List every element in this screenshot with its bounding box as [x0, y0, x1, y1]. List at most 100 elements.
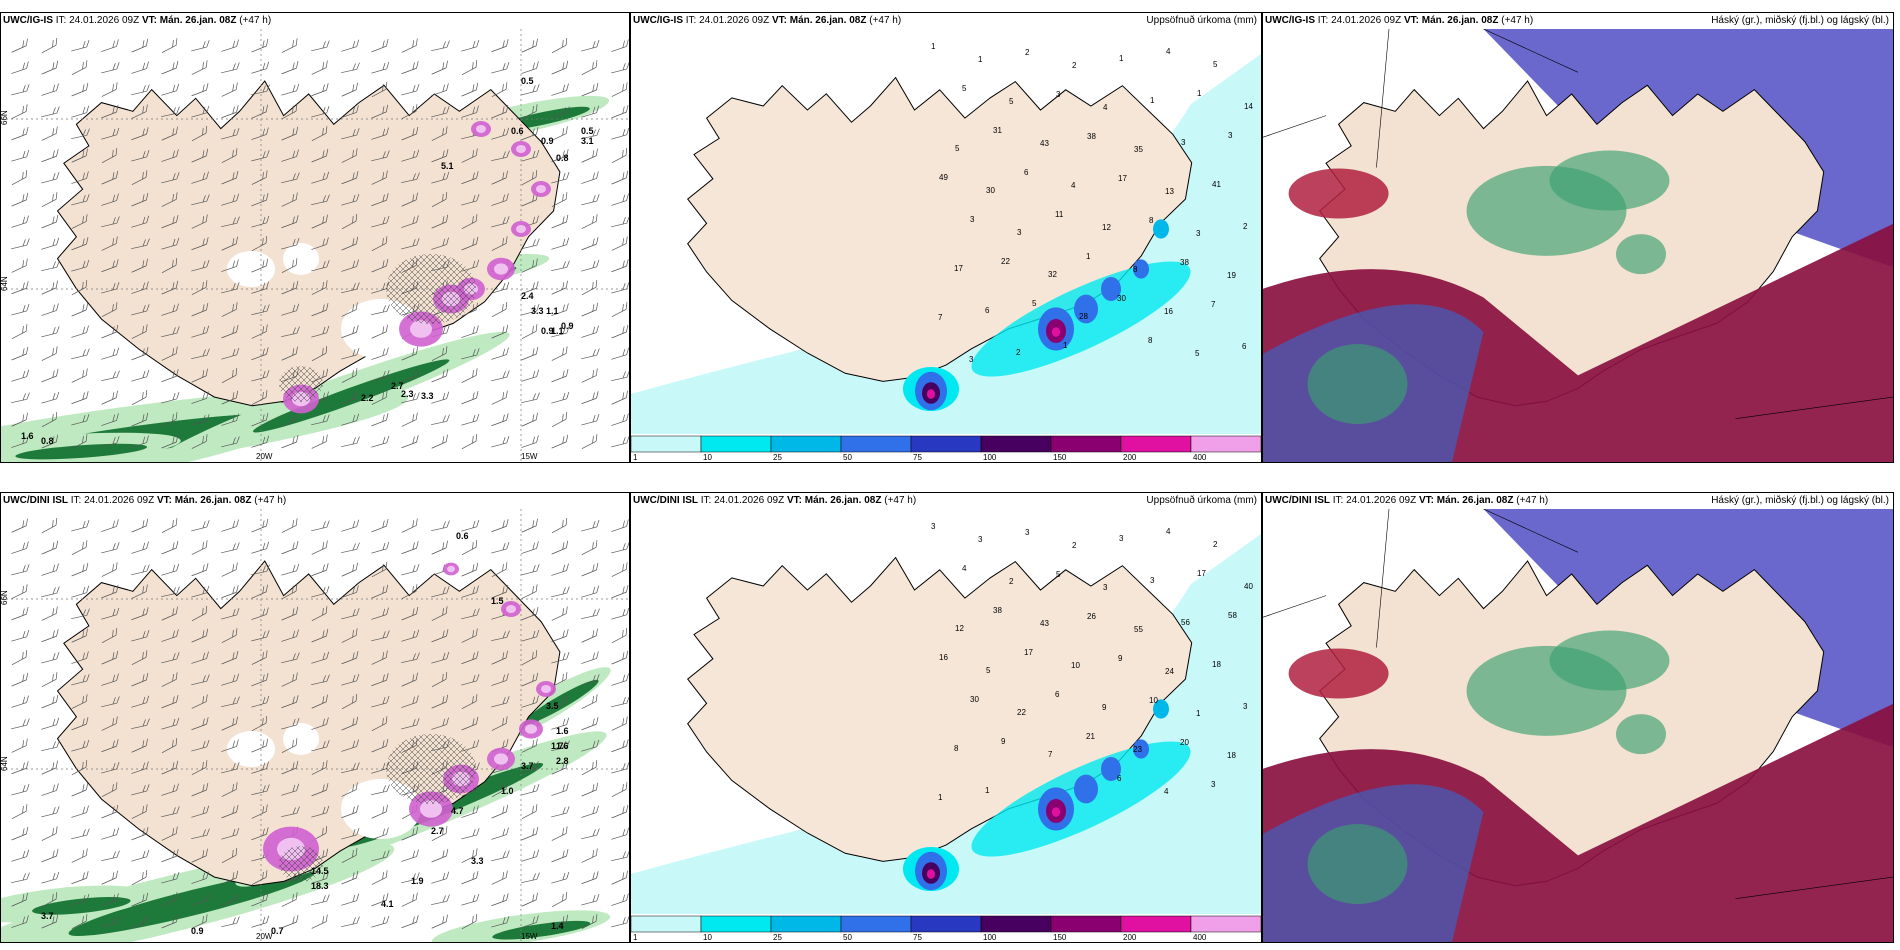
wind-barb — [341, 62, 360, 74]
wind-barb — [521, 695, 539, 708]
wind-barb — [251, 193, 269, 207]
precip-max-label: 3.7 — [521, 761, 534, 771]
precip-amount-label: 1 — [1196, 709, 1201, 718]
wind-barb — [71, 434, 88, 449]
wind-barb — [611, 650, 629, 665]
colorbar-tick-label: 150 — [1053, 933, 1067, 942]
precip-max-label: 0.8 — [41, 436, 54, 446]
wind-barb — [71, 848, 88, 863]
precip-amount-label: 3 — [1181, 138, 1186, 147]
wind-barb — [311, 237, 329, 250]
wind-barb — [341, 716, 359, 731]
wind-barb — [161, 783, 179, 796]
wind-barb — [311, 126, 328, 141]
wind-barb — [281, 892, 298, 907]
glacier-area — [227, 251, 275, 287]
wind-barb — [551, 391, 570, 404]
wind-barb — [551, 694, 569, 709]
wind-barb — [491, 541, 510, 554]
precip-max-area — [1153, 219, 1169, 239]
wind-barb — [431, 540, 448, 555]
wind-barb — [221, 302, 238, 317]
wind-barb — [551, 171, 570, 184]
precip-amount-label: 2 — [1243, 222, 1248, 231]
wind-barb — [371, 347, 389, 360]
wind-barb — [311, 760, 328, 775]
wind-barb — [521, 303, 540, 316]
wind-barb — [41, 326, 60, 338]
wind-barb — [221, 436, 240, 448]
precip-amount-label: 4 — [1071, 181, 1076, 190]
wind-barb — [101, 347, 120, 360]
wind-barb — [281, 806, 300, 818]
wind-barb — [191, 805, 210, 818]
wind-barb — [221, 368, 238, 384]
wind-barb — [221, 347, 240, 360]
wind-barb — [371, 304, 390, 316]
wind-barb — [581, 674, 600, 686]
wind-barb — [371, 584, 389, 599]
wind-barb — [191, 171, 209, 184]
wind-barb — [581, 540, 598, 555]
wind-barb — [371, 562, 388, 578]
wind-barb — [611, 739, 629, 753]
wind-barb — [71, 214, 88, 229]
wind-barb — [11, 541, 29, 554]
wind-barb — [521, 38, 538, 53]
wind-barb — [521, 238, 540, 250]
wind-barb — [71, 391, 89, 405]
wind-barb — [431, 586, 450, 598]
wind-barb — [341, 171, 359, 185]
wind-barb — [11, 826, 29, 841]
wind-barb — [491, 870, 508, 885]
wind-barb — [401, 629, 420, 642]
precip-amount-label: 30 — [970, 695, 979, 704]
wind-barb — [551, 434, 569, 449]
wind-barb — [341, 259, 359, 272]
wind-barb — [101, 739, 119, 753]
wind-barb — [131, 870, 148, 886]
wind-barb — [191, 237, 209, 251]
wind-barb — [581, 628, 598, 643]
boundary-line — [1376, 509, 1390, 648]
wind-barb — [251, 390, 268, 405]
wind-barb — [611, 324, 629, 339]
colorbar-segment — [1050, 435, 1122, 453]
wind-barb — [521, 783, 540, 796]
wind-barb — [131, 827, 149, 841]
wind-barb — [101, 324, 119, 339]
precip-amount-label: 7 — [938, 313, 943, 322]
wind-barb — [371, 150, 390, 162]
wind-barb — [371, 82, 388, 98]
precip-amount-label: 58 — [1228, 611, 1237, 620]
wind-barb — [551, 849, 569, 863]
wind-barb — [221, 673, 240, 686]
panel-header: UWC/IG-IS IT: 24.01.2026 09Z VT: Mán. 26… — [1263, 13, 1893, 29]
wind-barb — [221, 259, 239, 272]
wind-barb — [401, 61, 419, 75]
wind-barb — [281, 38, 298, 53]
panel-accum-precip-ig: UWC/IG-IS IT: 24.01.2026 09Z VT: Mán. 26… — [630, 12, 1262, 463]
precip-amount-label: 21 — [1086, 732, 1095, 741]
wind-barb — [41, 651, 60, 664]
wind-barb — [611, 519, 629, 532]
wind-barb — [251, 170, 268, 185]
wind-barb — [281, 783, 300, 796]
wind-barb — [491, 716, 508, 731]
wind-barb — [551, 717, 570, 730]
wind-barb — [191, 585, 210, 598]
wind-barb — [71, 782, 89, 797]
wind-barb — [131, 170, 148, 185]
colorbar-segment — [631, 915, 702, 933]
wind-barb — [131, 412, 149, 427]
wind-barb — [461, 105, 479, 118]
wind-barb — [41, 434, 59, 449]
wind-barb — [341, 848, 358, 863]
wind-barb — [311, 805, 330, 818]
wind-barb — [341, 390, 359, 405]
colorbar-segment — [980, 435, 1052, 453]
wind-barb — [191, 848, 208, 863]
wind-barb — [191, 739, 210, 752]
wind-barb — [311, 148, 329, 163]
wind-barb — [221, 193, 240, 206]
